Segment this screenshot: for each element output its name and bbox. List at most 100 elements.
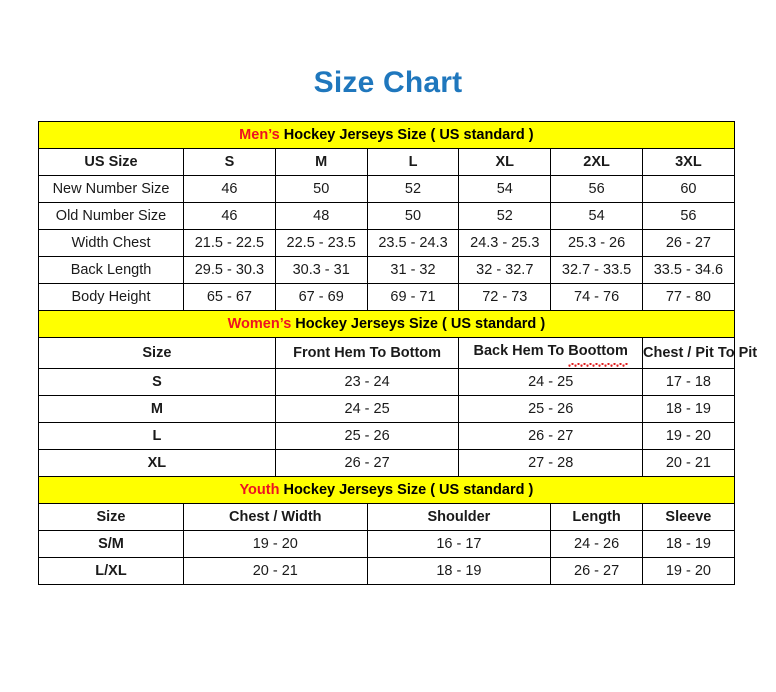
table-row: L 25 - 26 26 - 27 19 - 20	[38, 422, 735, 450]
mens-row-label-back-length: Back Length	[38, 256, 184, 284]
womens-row-label-m: M	[38, 395, 276, 423]
mens-cell-body-height-3xl: 77 - 80	[641, 283, 735, 311]
youth-row-label-s-m: S/M	[38, 530, 184, 558]
mens-row-label-body-height: Body Height	[38, 283, 184, 311]
mens-cell-old-number-size-s: 46	[183, 202, 276, 230]
womens-cell-xl-back-hem: 27 - 28	[458, 449, 643, 477]
youth-cell-s-m-length: 24 - 26	[550, 530, 643, 558]
womens-cell-s-chest: 17 - 18	[641, 368, 735, 396]
womens-cell-s-back-hem: 24 - 25	[458, 368, 643, 396]
youth-header-shoulder: Shoulder	[366, 503, 552, 531]
mens-row-label-old-number-size: Old Number Size	[38, 202, 184, 230]
womens-cell-m-back-hem: 25 - 26	[458, 395, 643, 423]
page-title: Size Chart	[313, 66, 463, 99]
mens-cell-back-length-s: 29.5 - 30.3	[183, 256, 276, 284]
womens-cell-xl-chest: 20 - 21	[641, 449, 735, 477]
mens-cell-width-chest-s: 21.5 - 22.5	[183, 229, 276, 257]
mens-cell-back-length-3xl: 33.5 - 34.6	[641, 256, 735, 284]
womens-section-banner-row: Women’s Hockey Jerseys Size ( US standar…	[38, 310, 735, 338]
mens-banner-accent: Men’s	[239, 127, 280, 143]
mens-cell-body-height-2xl: 74 - 76	[550, 283, 643, 311]
table-row: M 24 - 25 25 - 26 18 - 19	[38, 395, 735, 423]
table-row: Width Chest 21.5 - 22.5 22.5 - 23.5 23.5…	[38, 229, 735, 257]
mens-cell-width-chest-l: 23.5 - 24.3	[366, 229, 460, 257]
mens-cell-back-length-m: 30.3 - 31	[274, 256, 368, 284]
mens-cell-body-height-s: 65 - 67	[183, 283, 276, 311]
womens-header-misspelled-word: Boottom	[568, 338, 628, 368]
womens-header-back-hem-to-boottom: Back Hem To Boottom	[458, 337, 643, 369]
youth-cell-l-xl-length: 26 - 27	[550, 557, 643, 585]
mens-section-banner-row: Men’s Hockey Jerseys Size ( US standard …	[38, 121, 735, 149]
mens-cell-back-length-xl: 32 - 32.7	[458, 256, 552, 284]
youth-banner-accent: Youth	[239, 482, 280, 498]
size-chart-table-container: Men’s Hockey Jerseys Size ( US standard …	[38, 121, 757, 585]
table-row: XL 26 - 27 27 - 28 20 - 21	[38, 449, 735, 477]
mens-cell-new-number-size-2xl: 56	[550, 175, 643, 203]
mens-cell-new-number-size-3xl: 60	[641, 175, 735, 203]
womens-banner-rest: Hockey Jerseys Size ( US standard )	[291, 316, 546, 332]
table-row: S 23 - 24 24 - 25 17 - 18	[38, 368, 735, 396]
youth-column-header-row: Size Chest / Width Shoulder Length Sleev…	[38, 503, 735, 531]
womens-section-banner: Women’s Hockey Jerseys Size ( US standar…	[38, 310, 735, 338]
youth-cell-s-m-sleeve: 18 - 19	[641, 530, 735, 558]
youth-cell-s-m-shoulder: 16 - 17	[366, 530, 552, 558]
mens-cell-new-number-size-s: 46	[183, 175, 276, 203]
womens-banner-accent: Women’s	[227, 316, 292, 332]
mens-header-m: M	[274, 148, 368, 176]
womens-cell-l-back-hem: 26 - 27	[458, 422, 643, 450]
mens-cell-body-height-l: 69 - 71	[366, 283, 460, 311]
size-chart-table: Men’s Hockey Jerseys Size ( US standard …	[38, 121, 757, 585]
womens-cell-m-front-hem: 24 - 25	[274, 395, 460, 423]
mens-header-s: S	[183, 148, 276, 176]
youth-section-banner-row: Youth Hockey Jerseys Size ( US standard …	[38, 476, 735, 504]
womens-header-size: Size	[38, 337, 276, 369]
mens-cell-old-number-size-2xl: 54	[550, 202, 643, 230]
mens-cell-new-number-size-m: 50	[274, 175, 368, 203]
youth-cell-l-xl-sleeve: 19 - 20	[641, 557, 735, 585]
youth-cell-l-xl-chest-width: 20 - 21	[183, 557, 368, 585]
youth-section-banner: Youth Hockey Jerseys Size ( US standard …	[38, 476, 735, 504]
mens-column-header-row: US Size S M L XL 2XL 3XL	[38, 148, 735, 176]
mens-cell-body-height-xl: 72 - 73	[458, 283, 552, 311]
womens-header-front-hem-to-bottom: Front Hem To Bottom	[274, 337, 460, 369]
mens-cell-old-number-size-3xl: 56	[641, 202, 735, 230]
womens-row-label-s: S	[38, 368, 276, 396]
mens-row-label-width-chest: Width Chest	[38, 229, 184, 257]
mens-cell-body-height-m: 67 - 69	[274, 283, 368, 311]
mens-cell-old-number-size-m: 48	[274, 202, 368, 230]
womens-row-label-xl: XL	[38, 449, 276, 477]
womens-cell-l-front-hem: 25 - 26	[274, 422, 460, 450]
table-row: S/M 19 - 20 16 - 17 24 - 26 18 - 19	[38, 530, 735, 558]
womens-cell-xl-front-hem: 26 - 27	[274, 449, 460, 477]
mens-header-l: L	[366, 148, 460, 176]
youth-banner-rest: Hockey Jerseys Size ( US standard )	[279, 482, 534, 498]
mens-cell-width-chest-2xl: 25.3 - 26	[550, 229, 643, 257]
youth-cell-s-m-chest-width: 19 - 20	[183, 530, 368, 558]
mens-row-label-new-number-size: New Number Size	[38, 175, 184, 203]
womens-cell-l-chest: 19 - 20	[641, 422, 735, 450]
table-row: Old Number Size 46 48 50 52 54 56	[38, 202, 735, 230]
womens-cell-m-chest: 18 - 19	[641, 395, 735, 423]
womens-cell-s-front-hem: 23 - 24	[274, 368, 460, 396]
mens-header-us-size: US Size	[38, 148, 184, 176]
mens-cell-back-length-l: 31 - 32	[366, 256, 460, 284]
womens-header-back-hem-prefix: Back Hem To	[473, 343, 569, 359]
mens-cell-width-chest-3xl: 26 - 27	[641, 229, 735, 257]
mens-header-3xl: 3XL	[641, 148, 735, 176]
womens-row-label-l: L	[38, 422, 276, 450]
mens-cell-width-chest-m: 22.5 - 23.5	[274, 229, 368, 257]
mens-cell-old-number-size-l: 50	[366, 202, 460, 230]
youth-row-label-l-xl: L/XL	[38, 557, 184, 585]
youth-header-size: Size	[38, 503, 184, 531]
youth-cell-l-xl-shoulder: 18 - 19	[366, 557, 552, 585]
mens-cell-back-length-2xl: 32.7 - 33.5	[550, 256, 643, 284]
youth-header-sleeve: Sleeve	[641, 503, 735, 531]
mens-cell-old-number-size-xl: 52	[458, 202, 552, 230]
youth-header-chest-width: Chest / Width	[183, 503, 368, 531]
mens-header-2xl: 2XL	[550, 148, 643, 176]
womens-header-chest-pit-to-pit: Chest / Pit To Pit	[641, 337, 757, 369]
mens-cell-new-number-size-l: 52	[366, 175, 460, 203]
youth-header-length: Length	[550, 503, 643, 531]
womens-column-header-row: Size Front Hem To Bottom Back Hem To Boo…	[38, 337, 757, 369]
